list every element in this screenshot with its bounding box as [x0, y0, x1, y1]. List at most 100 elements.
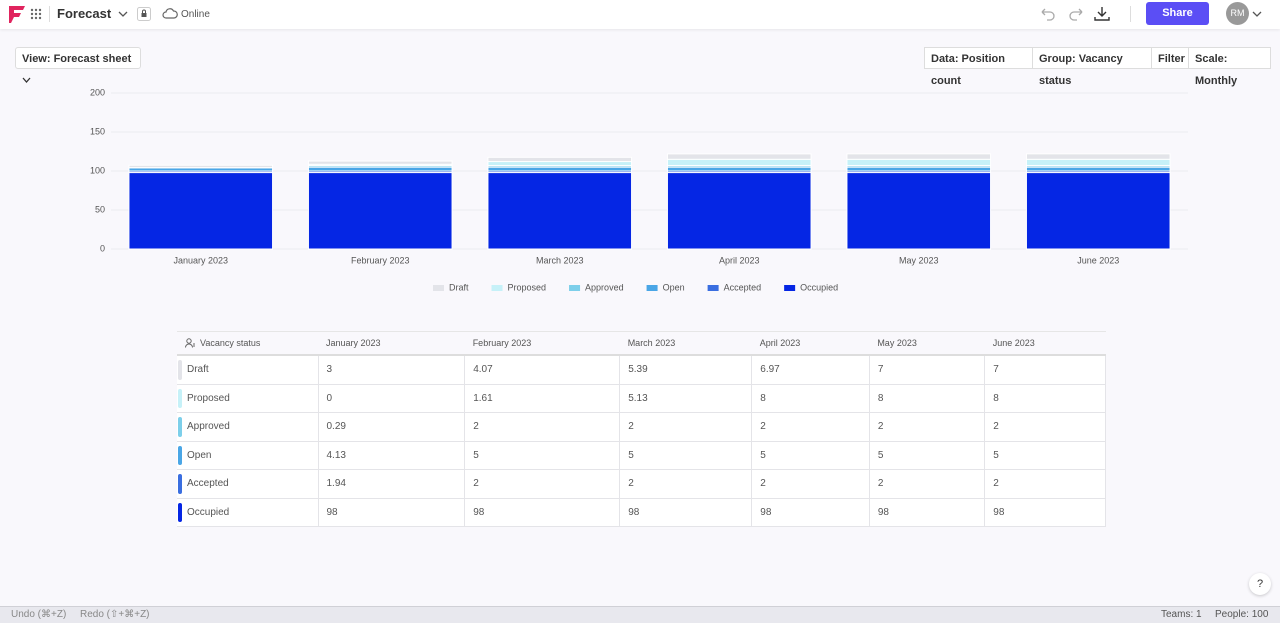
table-cell: 3 [318, 355, 465, 384]
legend-swatch [784, 285, 795, 291]
bar-segment [488, 157, 632, 161]
lock-icon[interactable] [137, 7, 151, 21]
table-cell: 98 [318, 498, 465, 527]
bar-segment [667, 154, 811, 159]
redo-hint[interactable]: Redo (⇧+⌘+Z) [80, 609, 150, 620]
y-tick-label: 100 [90, 165, 105, 175]
table-cell: 5 [869, 441, 984, 470]
table-cell: 4.13 [318, 441, 465, 470]
legend-label: Approved [585, 282, 624, 292]
apps-icon[interactable] [30, 8, 42, 20]
table-cell: 2 [985, 470, 1106, 499]
y-tick-label: 0 [100, 243, 105, 253]
legend-swatch [708, 285, 719, 291]
table-cell: 2 [620, 413, 752, 442]
table-cell: 5 [620, 441, 752, 470]
table-cell: 2 [869, 470, 984, 499]
row-color-marker [178, 446, 182, 466]
column-header: February 2023 [465, 332, 620, 356]
group-button[interactable]: Group: Vacancy status [1032, 47, 1152, 69]
bar-segment [847, 154, 991, 159]
bar-segment [847, 159, 991, 165]
bar-segment [488, 167, 632, 171]
table-cell: 8 [752, 384, 870, 413]
table-cell: 2 [869, 413, 984, 442]
people-count: People: 100 [1215, 609, 1268, 620]
bar-segment [1026, 154, 1170, 159]
bar-segment [308, 161, 452, 164]
bar-segment [847, 167, 991, 171]
doc-title[interactable]: Forecast [57, 6, 111, 21]
x-tick-label: June 2023 [1077, 255, 1119, 265]
bar-segment [488, 162, 632, 166]
row-color-marker [178, 417, 182, 437]
avatar-menu[interactable] [1252, 10, 1262, 18]
table-cell: 4.07 [465, 355, 620, 384]
y-tick-label: 200 [90, 87, 105, 97]
table-cell: 5.39 [620, 355, 752, 384]
bar-segment [129, 165, 273, 167]
table-cell: 5 [985, 441, 1106, 470]
table-cell: 0.29 [318, 413, 465, 442]
view-label: View: Forecast sheet [22, 53, 131, 65]
scale-button[interactable]: Scale: Monthly [1188, 47, 1271, 69]
bar-segment [308, 173, 452, 249]
divider [1130, 6, 1131, 22]
table-cell: 2 [465, 470, 620, 499]
y-tick-label: 50 [95, 204, 105, 214]
legend-swatch [433, 285, 444, 291]
table-cell: 1.94 [318, 470, 465, 499]
bar-segment [129, 173, 273, 249]
undo-hint[interactable]: Undo (⌘+Z) [11, 609, 66, 620]
legend-label: Draft [449, 282, 469, 292]
title-menu[interactable] [118, 10, 128, 18]
help-button[interactable]: ? [1249, 573, 1271, 595]
table-cell: 2 [985, 413, 1106, 442]
column-header: March 2023 [620, 332, 752, 356]
table-cell: 7 [985, 355, 1106, 384]
status-bar: Undo (⌘+Z) Redo (⇧+⌘+Z) Teams: 1 People:… [0, 606, 1280, 623]
row-label-cell: Proposed [177, 384, 318, 413]
bar-segment [667, 173, 811, 249]
row-label: Open [187, 450, 211, 461]
table-cell: 8 [985, 384, 1106, 413]
table-cell: 2 [752, 470, 870, 499]
x-tick-label: January 2023 [173, 255, 228, 265]
history-buttons[interactable] [1038, 6, 1118, 22]
table-cell: 0 [318, 384, 465, 413]
column-header: June 2023 [985, 332, 1106, 356]
row-label: Occupied [187, 507, 229, 518]
table-cell: 2 [620, 470, 752, 499]
avatar[interactable]: RM [1226, 2, 1249, 25]
column-header: April 2023 [752, 332, 870, 356]
cloud-icon [162, 7, 178, 21]
bar-segment [1026, 159, 1170, 165]
bar-segment [667, 159, 811, 165]
data-button[interactable]: Data: Position count [924, 47, 1033, 69]
filter-button[interactable]: Filter [1151, 47, 1189, 69]
legend-label: Proposed [508, 282, 547, 292]
share-button[interactable]: Share [1146, 2, 1209, 25]
column-header-label: Vacancy status [200, 338, 260, 348]
row-label-cell: Draft [177, 355, 318, 384]
table-cell: 8 [869, 384, 984, 413]
logo[interactable] [7, 4, 27, 24]
view-button[interactable]: View: Forecast sheet [15, 47, 141, 69]
top-bar: Forecast Online Share RM [0, 0, 1280, 29]
divider [49, 6, 50, 22]
table-cell: 5 [752, 441, 870, 470]
x-tick-label: April 2023 [719, 255, 760, 265]
row-label-cell: Accepted [177, 470, 318, 499]
row-label-cell: Occupied [177, 498, 318, 527]
legend-swatch [647, 285, 658, 291]
row-color-marker [178, 389, 182, 409]
column-header: Vacancy status [177, 332, 318, 356]
